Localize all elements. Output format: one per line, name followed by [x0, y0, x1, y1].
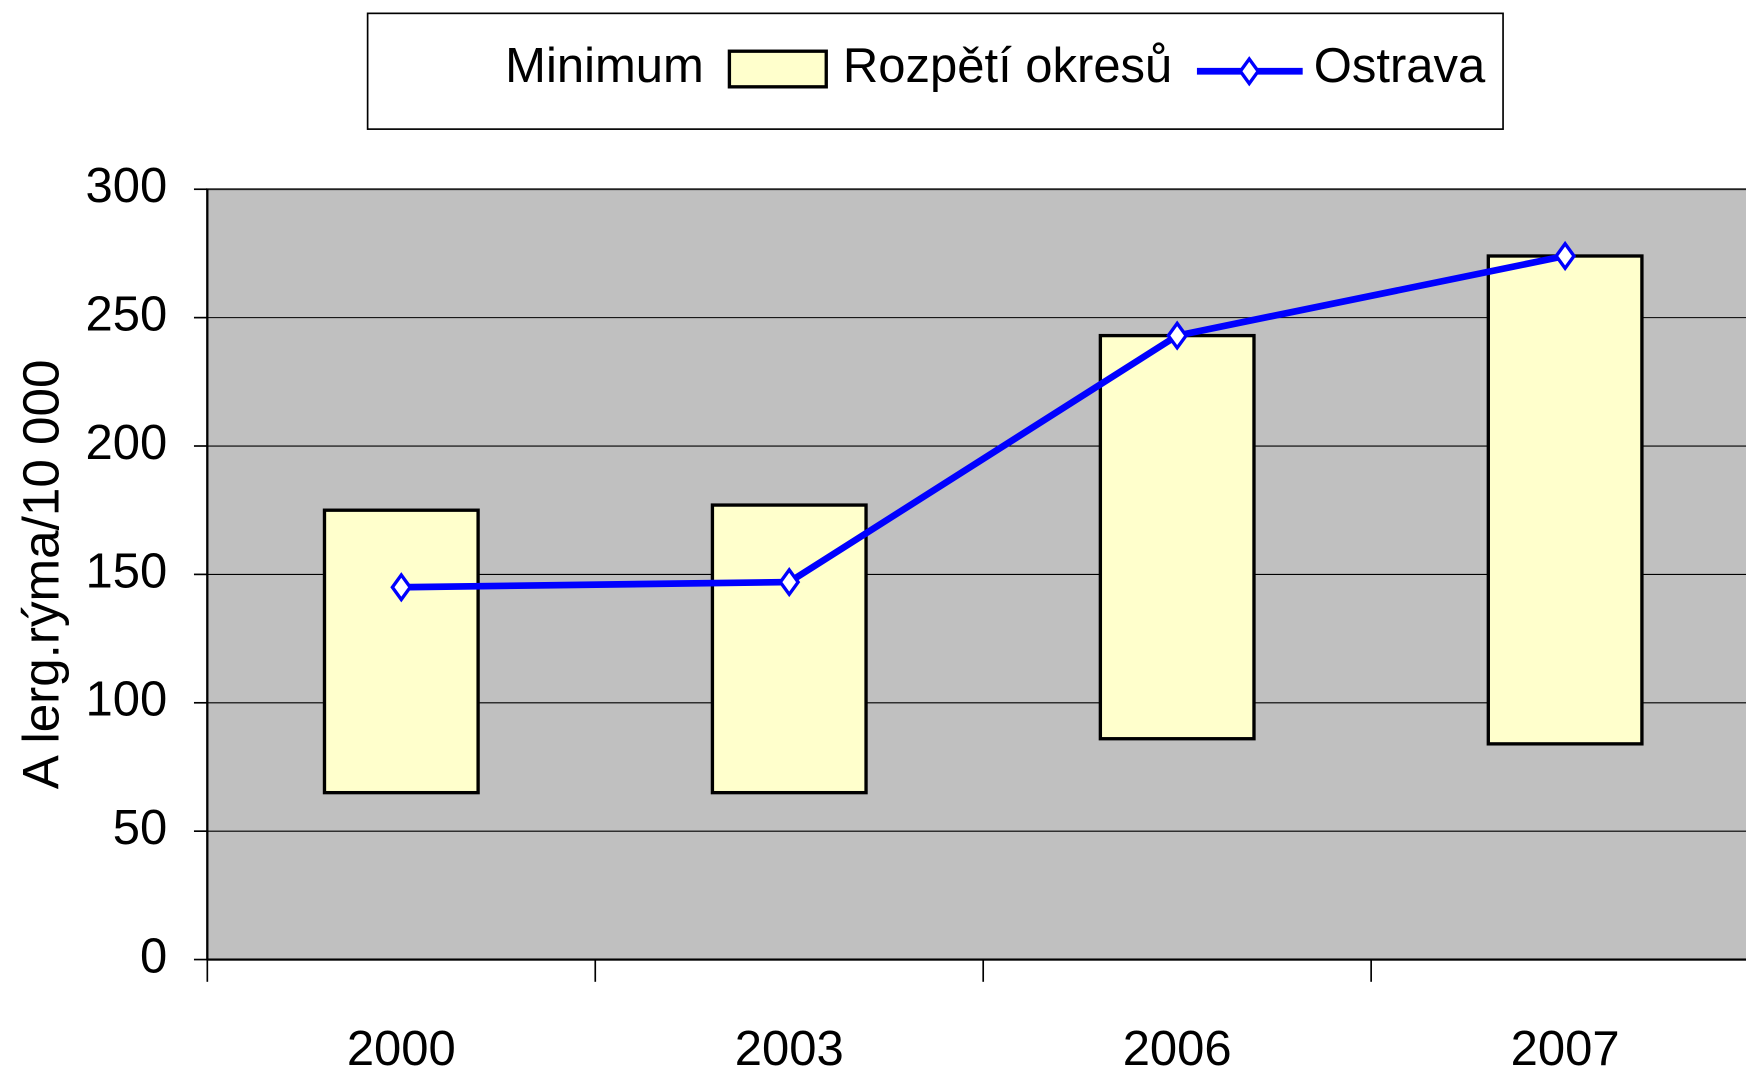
- legend-label: Ostrava: [1314, 39, 1486, 93]
- bar-range: [1098, 333, 1256, 741]
- y-tick-label: 150: [86, 544, 168, 598]
- y-tick-label: 200: [86, 416, 168, 470]
- legend: [366, 12, 1504, 130]
- marker: [778, 567, 801, 598]
- x-tick-label: 2007: [1511, 1022, 1620, 1076]
- y-tick-label: 0: [140, 929, 167, 983]
- legend-swatch: [727, 49, 828, 89]
- marker: [1166, 320, 1189, 351]
- y-tick-label: 50: [113, 801, 167, 855]
- marker: [390, 572, 413, 603]
- legend-label: Rozpětí okresů: [843, 39, 1172, 93]
- y-tick-label: 300: [86, 159, 168, 213]
- bar-range: [322, 508, 480, 795]
- y-axis-title: A lerg.rýma/10 000: [12, 360, 69, 790]
- y-tick-label: 250: [86, 288, 168, 342]
- x-tick-label: 2000: [347, 1022, 456, 1076]
- x-tick-label: 2006: [1123, 1022, 1232, 1076]
- x-tick-label: 2003: [735, 1022, 844, 1076]
- bar-range: [1486, 254, 1644, 746]
- line-ostrava: [401, 252, 1566, 591]
- marker: [1554, 240, 1577, 272]
- legend-label: Minimum: [505, 39, 704, 93]
- legend-marker: [1238, 56, 1261, 87]
- y-tick-label: 100: [86, 673, 168, 727]
